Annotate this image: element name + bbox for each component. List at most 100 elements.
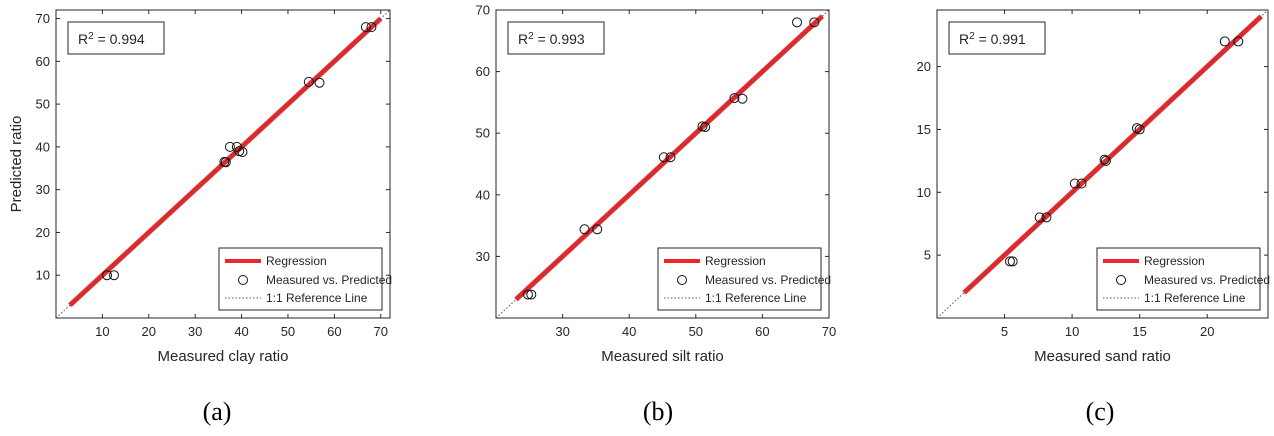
chart-panel-1: 10 20 30 40 50 60 70 10 20 30 40 50 60 70 Measured cla… xyxy=(8,9,392,426)
chart-panel-3: 5 10 15 20 5 10 15 20 Measured sand ratio R2 = 0.… xyxy=(917,9,1270,426)
legend-marker-label: Measured vs. Predicted xyxy=(705,273,831,287)
data-point-8 xyxy=(700,122,711,133)
data-point-1 xyxy=(102,270,113,281)
legend-marker-label: Measured vs. Predicted xyxy=(266,273,392,287)
data-point-8 xyxy=(1100,155,1111,166)
data-point-10 xyxy=(737,93,748,104)
x-tick-label: 5 xyxy=(1001,324,1008,339)
reference-line xyxy=(56,10,390,318)
x-tick-label: 70 xyxy=(373,324,387,339)
data-point-1 xyxy=(522,289,533,300)
legend-regression-label: Regression xyxy=(705,254,766,268)
legend-regression-label: Regression xyxy=(266,254,327,268)
data-point-2 xyxy=(526,289,537,300)
x-axis-label: Measured silt ratio xyxy=(601,348,724,365)
data-point-1 xyxy=(1004,256,1015,267)
y-tick-label: 20 xyxy=(917,59,931,74)
x-tick-label: 20 xyxy=(1200,324,1214,339)
legend-box xyxy=(1096,247,1261,311)
r2-label: R2 = 0.994 xyxy=(78,31,145,48)
y-tick-label: 40 xyxy=(476,187,490,202)
y-tick-label: 15 xyxy=(917,122,931,137)
x-tick-label: 10 xyxy=(1065,324,1079,339)
r2-box xyxy=(948,21,1046,55)
data-point-5 xyxy=(224,141,235,152)
r2-value: = 0.993 xyxy=(534,31,585,47)
y-axis-label: Predicted ratio xyxy=(8,116,25,213)
data-point-10 xyxy=(314,77,325,88)
r2-superscript: 2 xyxy=(88,31,94,42)
plot-marks xyxy=(496,10,829,318)
plot-marks xyxy=(937,10,1268,318)
r2-box xyxy=(507,21,605,55)
data-point-6 xyxy=(665,152,676,163)
y-tick-label: 70 xyxy=(36,11,50,26)
r2-symbol: R xyxy=(78,31,88,47)
legend-marker-swatch xyxy=(677,275,687,285)
x-tick-label: 60 xyxy=(327,324,341,339)
r2-superscript: 2 xyxy=(528,31,534,42)
legend-reference-label: 1:1 Reference Line xyxy=(1144,291,1246,305)
data-point-11 xyxy=(1219,36,1230,47)
data-point-5 xyxy=(658,152,669,163)
data-point-4 xyxy=(220,157,231,168)
x-tick-label: 30 xyxy=(188,324,202,339)
data-point-2 xyxy=(108,270,119,281)
x-tick-label: 20 xyxy=(142,324,156,339)
r2-label: R2 = 0.993 xyxy=(518,31,585,48)
y-tick-label: 30 xyxy=(36,182,50,197)
legend-reference-label: 1:1 Reference Line xyxy=(266,291,368,305)
y-tick-label: 20 xyxy=(36,225,50,240)
x-tick-label: 40 xyxy=(234,324,248,339)
legend-marker-swatch xyxy=(238,275,248,285)
data-point-9 xyxy=(1131,123,1142,134)
y-tick-label: 50 xyxy=(36,97,50,112)
reference-line xyxy=(496,10,829,318)
legend-regression-label: Regression xyxy=(1144,254,1205,268)
data-point-9 xyxy=(729,93,740,104)
data-point-11 xyxy=(792,17,803,28)
plot-marks xyxy=(56,10,390,318)
r2-value: = 0.991 xyxy=(975,31,1026,47)
r2-box xyxy=(67,21,165,55)
y-tick-label: 60 xyxy=(36,54,50,69)
data-point-8 xyxy=(237,147,248,158)
legend-reference-label: 1:1 Reference Line xyxy=(705,291,807,305)
data-point-2 xyxy=(1007,256,1018,267)
legend-marker-swatch xyxy=(1116,275,1126,285)
legend-box xyxy=(657,247,822,311)
y-tick-label: 40 xyxy=(36,139,50,154)
data-point-11 xyxy=(360,22,371,33)
data-point-4 xyxy=(592,224,603,235)
y-tick-label: 30 xyxy=(476,249,490,264)
data-point-3 xyxy=(1034,212,1045,223)
r2-symbol: R xyxy=(518,31,528,47)
data-point-6 xyxy=(1076,178,1087,189)
data-point-12 xyxy=(1233,36,1244,47)
x-axis-label: Measured sand ratio xyxy=(1034,348,1171,365)
legend-box xyxy=(218,247,383,311)
x-tick-label: 15 xyxy=(1132,324,1146,339)
x-tick-label: 40 xyxy=(622,324,636,339)
data-point-5 xyxy=(1069,178,1080,189)
data-point-3 xyxy=(579,224,590,235)
panel-label: (a) xyxy=(203,397,232,426)
x-tick-label: 70 xyxy=(822,324,836,339)
data-point-7 xyxy=(1099,154,1110,165)
x-tick-label: 50 xyxy=(689,324,703,339)
x-tick-label: 50 xyxy=(281,324,295,339)
y-tick-label: 10 xyxy=(36,268,50,283)
panel-label: (c) xyxy=(1086,397,1115,426)
data-point-12 xyxy=(809,17,820,28)
x-tick-label: 10 xyxy=(95,324,109,339)
r2-superscript: 2 xyxy=(969,31,975,42)
panel-label: (b) xyxy=(643,397,673,426)
r2-symbol: R xyxy=(959,31,969,47)
data-point-12 xyxy=(366,22,377,33)
y-tick-label: 5 xyxy=(924,248,931,263)
chart-panel-2: 30 40 50 60 70 30 40 50 60 70 Measured silt ratio R… xyxy=(476,3,837,427)
data-point-4 xyxy=(1041,212,1052,223)
x-axis-label: Measured clay ratio xyxy=(158,348,289,365)
y-tick-label: 60 xyxy=(476,64,490,79)
